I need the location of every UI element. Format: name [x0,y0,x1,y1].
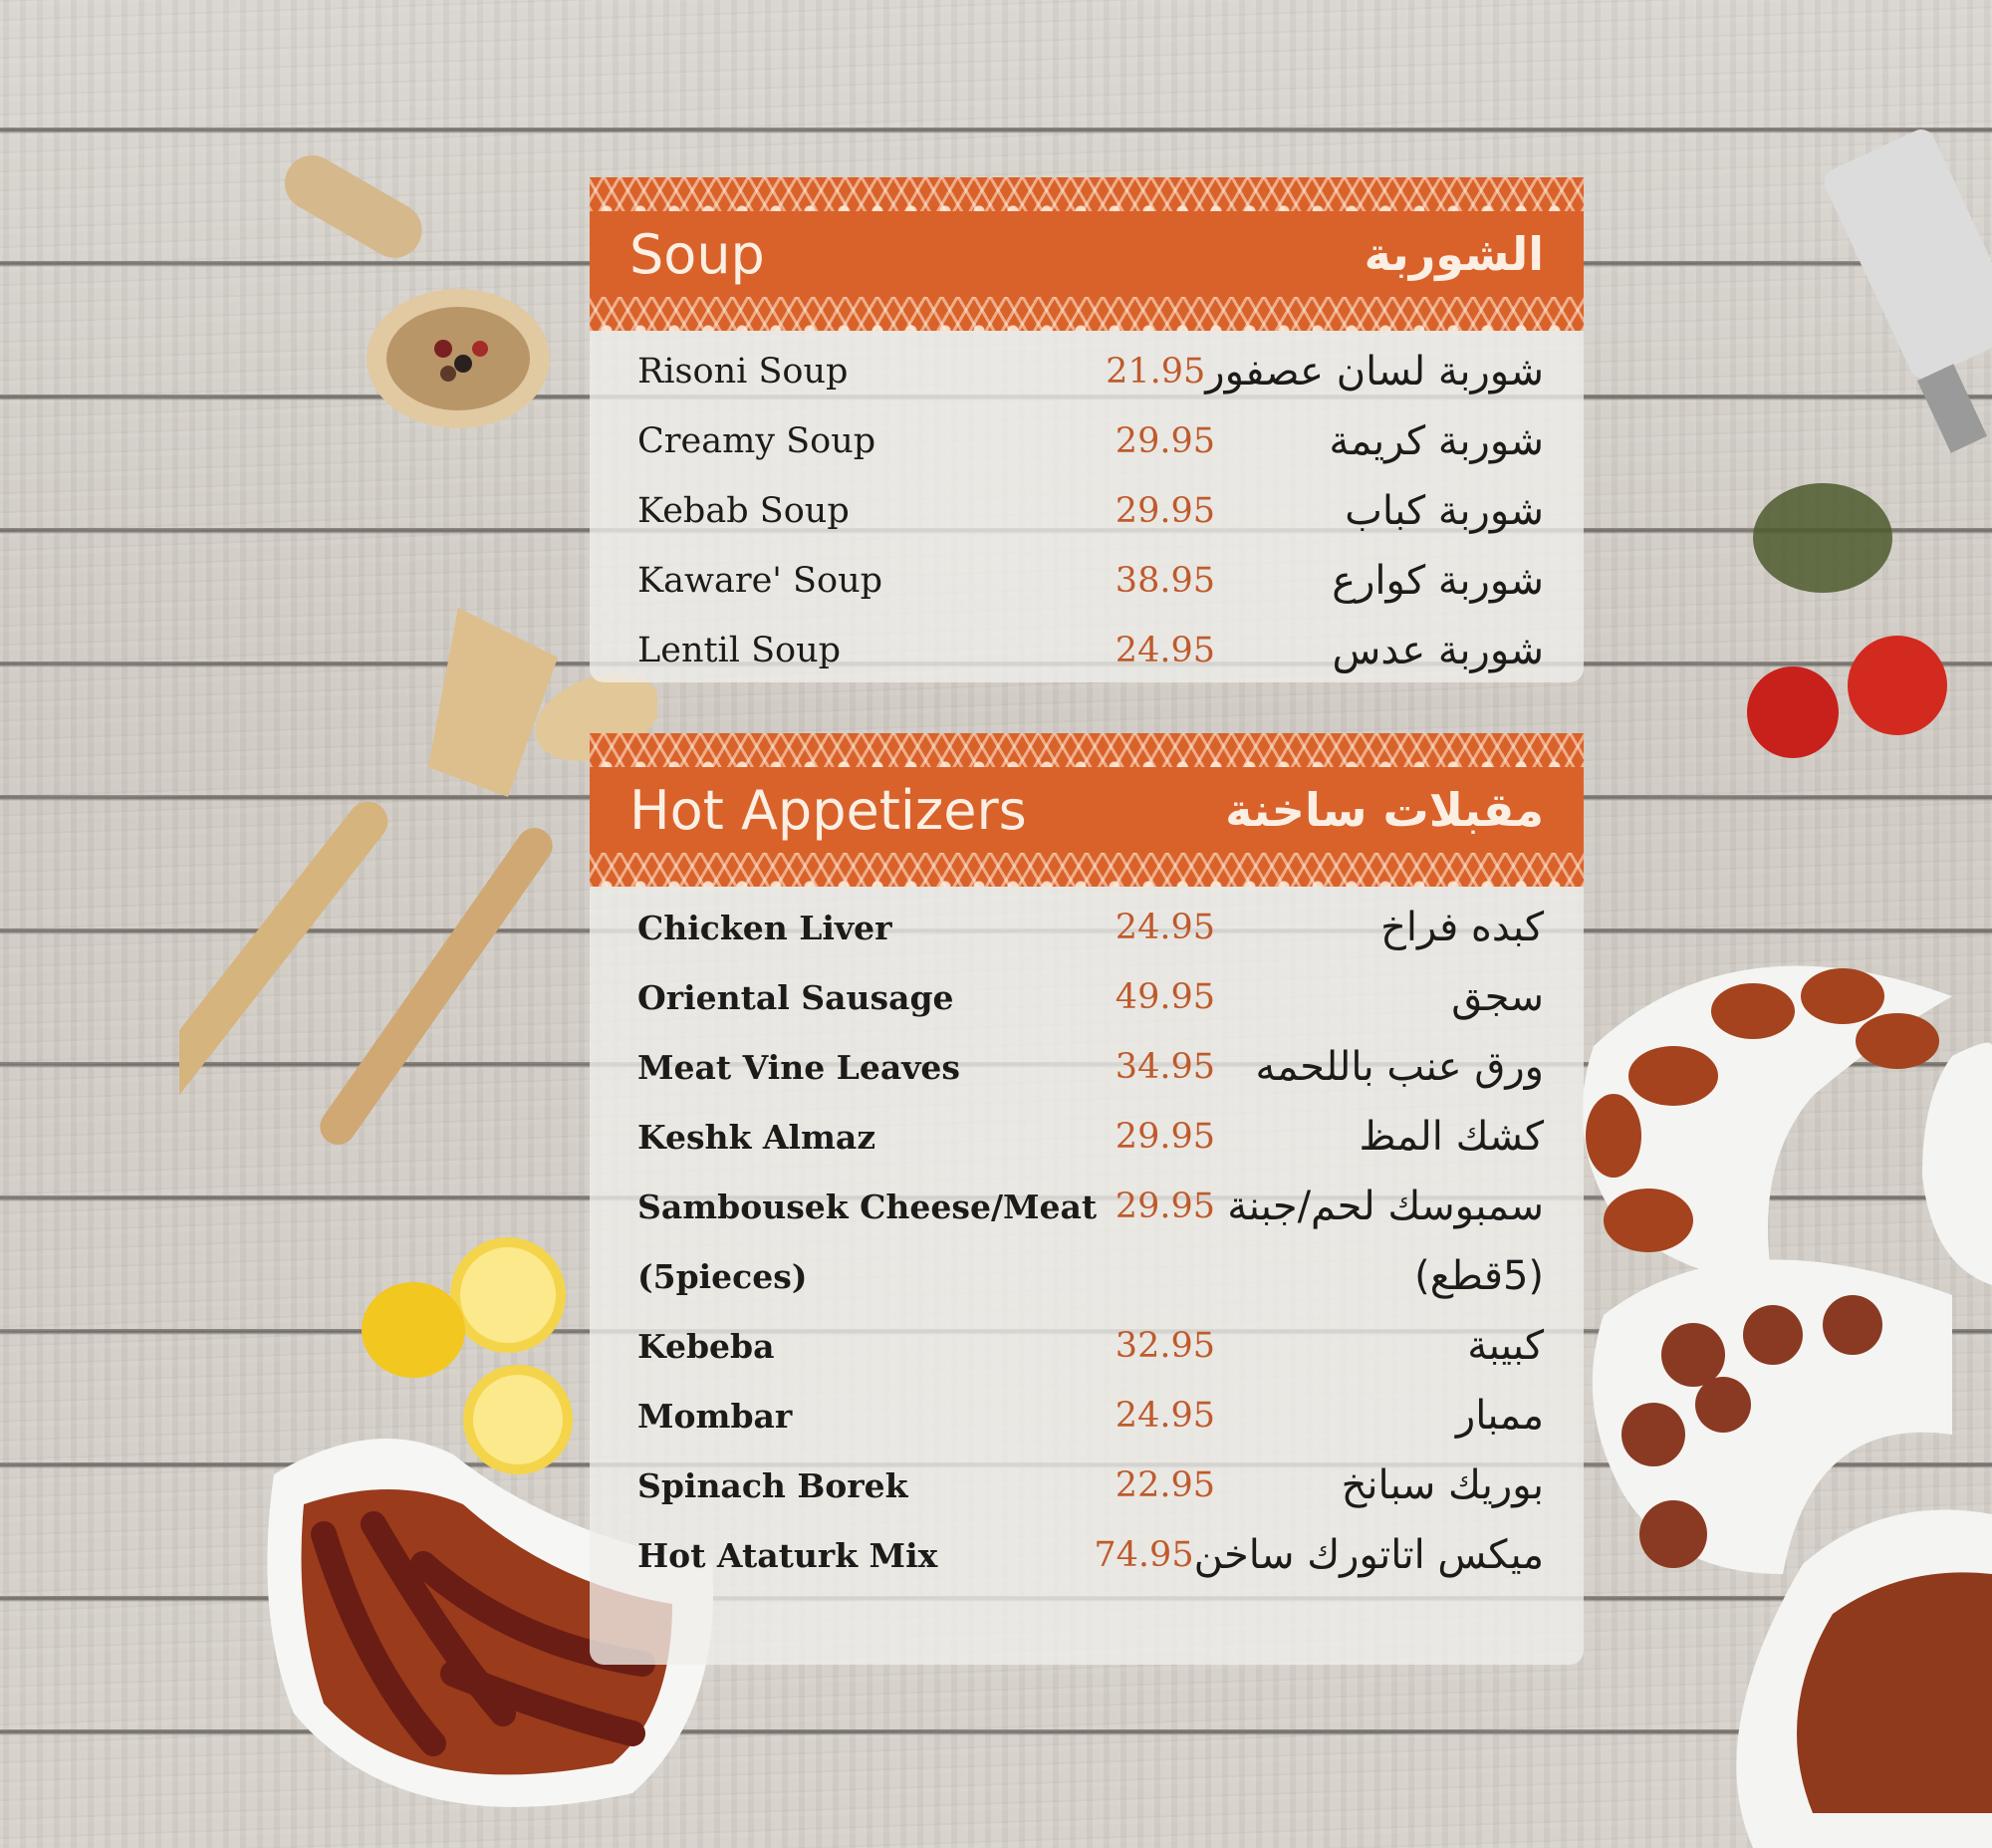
item-name-en: Creamy Soup [637,421,876,461]
menu-item: Kebab Soup 29.95 شوربة كباب [637,476,1544,546]
item-name-en: Sambousek Cheese/Meat [637,1187,1098,1226]
item-name-ar: شوربة عدس [1332,628,1544,673]
ornament-border-top [590,177,1584,211]
item-name-en: Mombar [637,1396,793,1436]
section-title-en: Soup [629,222,765,286]
item-name-ar: كبيبة [1467,1323,1544,1369]
item-price: 74.95 [1094,1535,1194,1575]
item-name-en: Spinach Borek [637,1465,908,1505]
item-name-ar: سمبوسك لحم/جبنة [1227,1184,1544,1229]
item-name-ar: بوريك سبانخ [1341,1462,1544,1508]
soup-section: Soup الشوربة Risoni Soup 21.95 شوربة لسان … [590,177,1584,682]
hot-appetizers-section: Hot Appetizers مقبلات ساخنة Chicken Live… [590,733,1584,1665]
wooden-scoop-illustration [284,155,550,428]
item-name-ar: شوربة كباب [1345,488,1544,534]
menu-item: Keshk Almaz 29.95 كشك المظ [637,1102,1544,1172]
item-name-en: Oriental Sausage [637,977,954,1017]
item-price: 29.95 [1115,421,1215,461]
salt-shaker-illustration [1824,130,1992,453]
item-name-ar: كبده فراخ [1380,905,1544,950]
item-name-en: Lentil Soup [637,631,842,670]
item-price: 38.95 [1115,561,1215,601]
item-name-ar: ميكس اتاتورك ساخن [1193,1532,1544,1578]
item-price: 32.95 [1115,1326,1215,1366]
section-header: Hot Appetizers مقبلات ساخنة [590,733,1584,887]
item-name-en: Keshk Almaz [637,1117,876,1157]
item-name-ar: ممبار [1455,1393,1544,1439]
item-price: 21.95 [1106,352,1206,392]
menu-item: Lentil Soup 24.95 شوربة عدس [637,616,1544,685]
item-name-ar: (5قطع) [1414,1253,1544,1299]
herbs-and-tomatoes-illustration [1747,483,1947,758]
ornament-border-top [590,733,1584,767]
menu-item: Chicken Liver 24.95 كبده فراخ [637,893,1544,962]
item-name-en: Kaware' Soup [637,561,883,601]
ornament-border-bottom [590,853,1584,887]
item-name-en: Risoni Soup [637,352,849,392]
lemon-illustration [362,1237,573,1474]
item-name-en: Hot Ataturk Mix [637,1535,938,1575]
menu-item: Meat Vine Leaves 34.95 ورق عنب باللحمه [637,1032,1544,1102]
item-name-en: Kebab Soup [637,491,850,531]
item-name-ar: شوربة كريمة [1329,418,1544,464]
item-price: 24.95 [1115,908,1215,947]
kibbeh-plates-illustration [1582,965,1992,1848]
item-price: 24.95 [1115,631,1215,670]
item-price: 24.95 [1115,1396,1215,1436]
menu-item: (5pieces) (5قطع) [637,1241,1544,1311]
item-name-ar: سجق [1451,974,1544,1020]
item-name-ar: شوربة لسان عصفور [1205,349,1544,395]
item-price: 34.95 [1115,1047,1215,1087]
item-price: 29.95 [1115,1187,1215,1226]
ornament-border-bottom [590,297,1584,331]
item-name-ar: كشك المظ [1359,1114,1544,1160]
item-name-ar: شوربة كوارع [1332,558,1544,604]
menu-item: Kaware' Soup 38.95 شوربة كوارع [637,546,1544,616]
menu-item: Hot Ataturk Mix 74.95 ميكس اتاتورك ساخن [637,1520,1544,1590]
menu-item: Spinach Borek 22.95 بوريك سبانخ [637,1451,1544,1520]
menu-item: Kebeba 32.95 كبيبة [637,1311,1544,1381]
wooden-spatula-illustration [179,608,657,1172]
item-name-en: Meat Vine Leaves [637,1047,961,1087]
item-name-ar: ورق عنب باللحمه [1255,1044,1544,1090]
menu-item: Mombar 24.95 ممبار [637,1381,1544,1451]
item-price: 29.95 [1115,491,1215,531]
section-title-ar: الشوربة [1364,227,1544,281]
item-name-en: Chicken Liver [637,908,892,947]
item-name-en: (5pieces) [637,1256,808,1296]
item-price: 22.95 [1115,1465,1215,1505]
menu-item: Oriental Sausage 49.95 سجق [637,962,1544,1032]
section-header: Soup الشوربة [590,177,1584,331]
menu-item: Risoni Soup 21.95 شوربة لسان عصفور [637,337,1544,406]
menu-item: Sambousek Cheese/Meat 29.95 سمبوسك لحم/جبن… [637,1172,1544,1241]
sausage-bowl-illustration [267,1439,713,1807]
item-price: 29.95 [1115,1117,1215,1157]
item-price: 49.95 [1115,977,1215,1017]
item-name-en: Kebeba [637,1326,775,1366]
menu-item: Creamy Soup 29.95 شوربة كريمة [637,406,1544,476]
section-title-en: Hot Appetizers [629,778,1027,842]
section-title-ar: مقبلات ساخنة [1225,783,1544,837]
